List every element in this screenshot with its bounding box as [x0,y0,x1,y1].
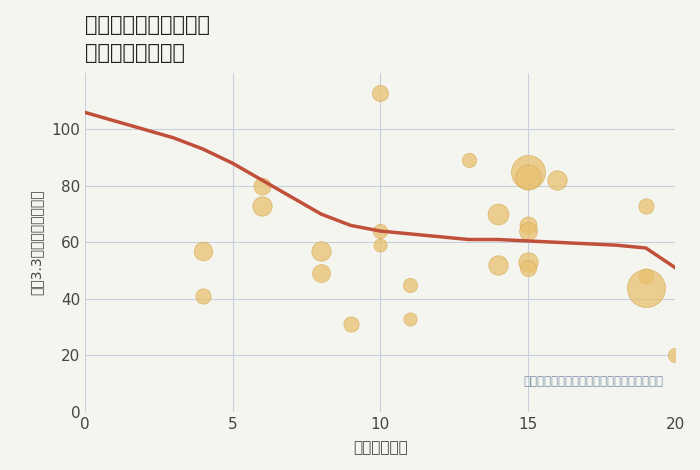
Point [316,270,327,277]
Point [257,202,268,210]
Text: 大阪府高槻市三島江の
駅距離別土地価格: 大阪府高槻市三島江の 駅距離別土地価格 [85,15,210,63]
Point [552,176,563,184]
Point [316,247,327,255]
Point [640,284,652,291]
Point [374,242,386,249]
Point [404,315,415,322]
Point [522,222,533,229]
Point [345,321,356,328]
Point [640,273,652,280]
Point [522,168,533,175]
Point [522,264,533,272]
Point [463,157,475,164]
X-axis label: 駅距離（分）: 駅距離（分） [353,440,407,455]
Point [670,352,681,359]
Point [493,211,504,218]
Point [640,202,652,210]
Point [374,227,386,235]
Point [522,173,533,181]
Point [197,292,209,300]
Point [374,89,386,96]
Point [493,261,504,269]
Text: 円の大きさは、取引のあった物件面積を示す: 円の大きさは、取引のあった物件面積を示す [524,375,664,388]
Point [522,258,533,266]
Point [522,227,533,235]
Y-axis label: 坪（3.3㎡）単価（万円）: 坪（3.3㎡）単価（万円） [29,189,43,295]
Point [257,182,268,189]
Point [197,247,209,255]
Point [404,281,415,289]
